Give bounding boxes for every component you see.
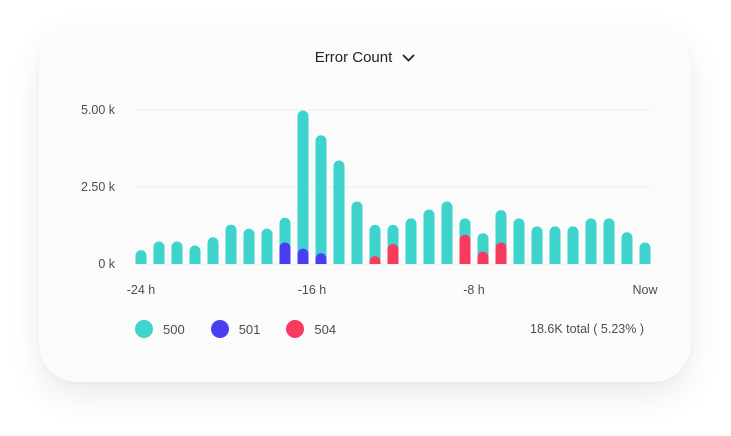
y-tick-label: 5.00 k: [81, 103, 116, 117]
x-tick-label: -8 h: [463, 283, 485, 297]
legend: 500 501 504: [135, 320, 362, 338]
legend-label-501: 501: [238, 321, 261, 337]
legend-label-500: 500: [163, 321, 185, 337]
metric-dropdown[interactable]: Error Count: [315, 49, 416, 66]
bar-500[interactable]: [189, 245, 201, 264]
bar-500[interactable]: [333, 160, 345, 264]
bar-500[interactable]: [369, 224, 381, 264]
bar-500[interactable]: [207, 237, 219, 264]
y-tick-label: 0 k: [98, 257, 115, 271]
legend-item-500[interactable]: 500: [135, 320, 185, 338]
bar-500[interactable]: [549, 226, 561, 264]
legend-item-504[interactable]: 504: [286, 320, 336, 338]
x-tick-label: -24 h: [127, 283, 156, 297]
error-count-card: Error Count 5.00 k 2.50 k 0 k -24 h -16 h -8 …: [39, 25, 691, 382]
bar-500[interactable]: [153, 241, 165, 264]
bar-500[interactable]: [297, 110, 309, 264]
legend-dot-501: [210, 320, 229, 338]
legend-dot-504: [286, 320, 305, 338]
legend-dot-500: [135, 320, 153, 338]
bar-500[interactable]: [405, 218, 417, 264]
bar-501[interactable]: [279, 242, 291, 264]
bar-500[interactable]: [351, 201, 363, 264]
bar-500[interactable]: [135, 250, 147, 264]
legend-item-501[interactable]: 501: [210, 320, 261, 338]
bar-501[interactable]: [315, 253, 327, 264]
bar-500[interactable]: [621, 232, 633, 264]
bar-500[interactable]: [225, 224, 237, 264]
y-tick-label: 2.50 k: [81, 180, 116, 194]
bar-504[interactable]: [495, 242, 507, 264]
bar-500[interactable]: [639, 242, 651, 264]
bar-504[interactable]: [477, 251, 489, 264]
bar-500[interactable]: [603, 218, 615, 264]
bar-500[interactable]: [531, 226, 543, 264]
bar-504[interactable]: [387, 243, 399, 264]
bar-500[interactable]: [423, 209, 435, 264]
chevron-down-icon: [402, 54, 415, 61]
header: Error Count: [39, 49, 691, 67]
bar-500[interactable]: [567, 226, 579, 264]
bar-504[interactable]: [369, 256, 381, 264]
chart-title: Error Count: [314, 49, 393, 66]
error-count-chart: 5.00 k 2.50 k 0 k -24 h -16 h -8 h Now: [81, 103, 659, 297]
x-tick-label: -16 h: [298, 283, 327, 297]
total-summary: 18.6K total ( 5.23% ): [530, 322, 644, 336]
bar-500[interactable]: [243, 228, 255, 264]
x-tick-label: Now: [632, 283, 658, 297]
bar-500[interactable]: [513, 218, 525, 264]
bar-500[interactable]: [441, 201, 453, 264]
bar-500[interactable]: [585, 218, 597, 264]
bar-500[interactable]: [171, 241, 183, 264]
bar-504[interactable]: [459, 234, 471, 264]
bar-501[interactable]: [297, 248, 309, 264]
legend-label-504: 504: [314, 321, 337, 337]
bar-500[interactable]: [261, 228, 273, 264]
bar-500[interactable]: [315, 135, 327, 264]
